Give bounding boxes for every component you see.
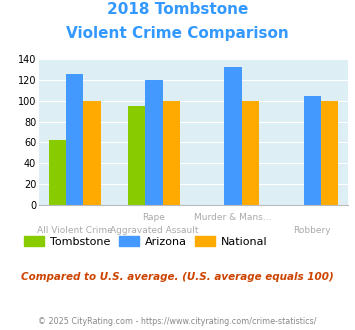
Text: Rape: Rape (142, 213, 165, 222)
Text: © 2025 CityRating.com - https://www.cityrating.com/crime-statistics/: © 2025 CityRating.com - https://www.city… (38, 317, 317, 326)
Bar (66, 74, 83, 205)
Text: Compared to U.S. average. (U.S. average equals 100): Compared to U.S. average. (U.S. average … (21, 272, 334, 282)
Text: All Violent Crime: All Violent Crime (37, 226, 113, 235)
Bar (224, 67, 242, 205)
Bar (321, 101, 338, 205)
Text: Murder & Mans...: Murder & Mans... (195, 213, 272, 222)
Bar (163, 101, 180, 205)
Bar (304, 96, 321, 205)
Bar (242, 101, 259, 205)
Text: 2018 Tombstone: 2018 Tombstone (107, 2, 248, 16)
Bar (145, 80, 163, 205)
Bar (49, 140, 66, 205)
Text: Robbery: Robbery (294, 226, 331, 235)
Text: Violent Crime Comparison: Violent Crime Comparison (66, 26, 289, 41)
Text: Aggravated Assault: Aggravated Assault (110, 226, 198, 235)
Bar (128, 106, 145, 205)
Legend: Tombstone, Arizona, National: Tombstone, Arizona, National (20, 232, 272, 251)
Bar (83, 101, 101, 205)
